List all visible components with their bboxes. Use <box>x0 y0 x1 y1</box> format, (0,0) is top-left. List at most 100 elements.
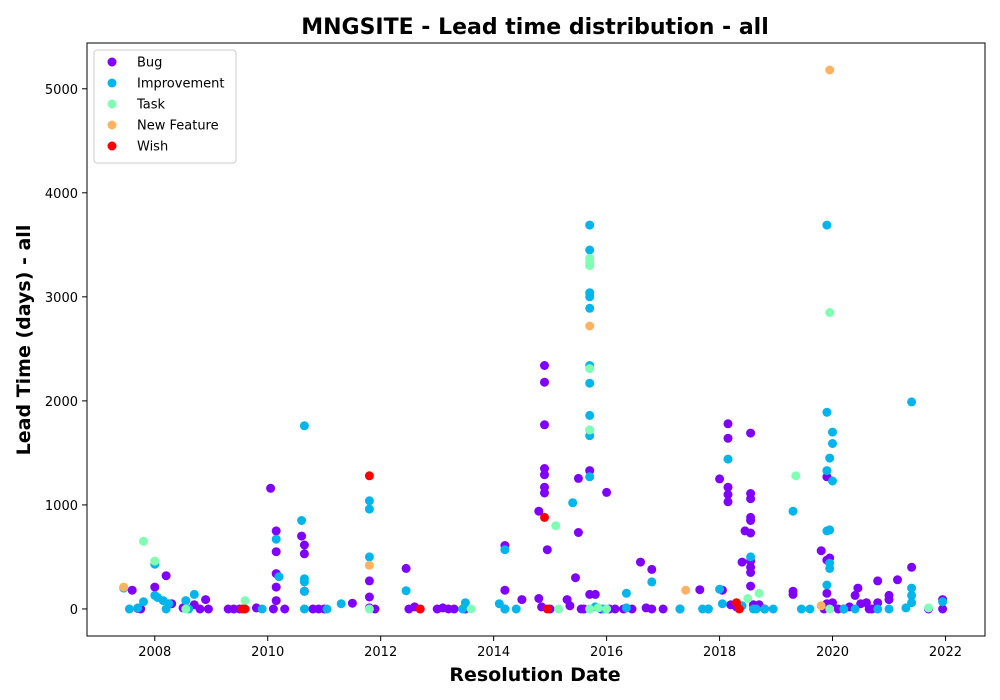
data-point-improvement <box>825 563 835 573</box>
data-point-improvement <box>585 220 595 230</box>
data-point-task <box>139 536 148 546</box>
data-point-bug <box>266 483 276 493</box>
data-point-bug <box>449 604 459 614</box>
data-point-bug <box>647 564 657 574</box>
data-point-task <box>585 604 595 614</box>
legend-label-task: Task <box>136 98 166 113</box>
data-point-bug <box>364 576 374 586</box>
data-point-wish <box>364 471 374 481</box>
data-point-task <box>554 604 564 614</box>
data-point-bug <box>540 361 549 370</box>
data-point-bug <box>788 589 798 599</box>
data-point-bug <box>542 545 552 555</box>
x-tick-label: 2022 <box>929 645 962 660</box>
data-point-improvement <box>746 552 756 562</box>
y-axis-ticks: 0 1000 2000 3000 4000 5000 <box>45 83 87 618</box>
data-point-bug <box>746 494 756 504</box>
data-point-task <box>585 261 595 271</box>
data-point-task <box>924 603 933 613</box>
data-point-improvement <box>715 584 725 594</box>
data-point-task <box>585 364 595 374</box>
data-point-task <box>593 603 603 613</box>
legend-label-wish: Wish <box>137 140 168 155</box>
data-point-improvement <box>723 454 733 464</box>
data-point-bug <box>746 581 756 591</box>
data-point-bug <box>271 547 281 557</box>
data-point-bug <box>907 562 917 572</box>
y-tick-label: 3000 <box>45 291 78 306</box>
data-point-improvement <box>621 588 631 598</box>
y-tick-label: 1000 <box>45 499 78 514</box>
legend-label-new-feature: New Feature <box>137 119 219 134</box>
data-point-bug <box>610 604 620 614</box>
x-tick-label: 2008 <box>138 645 171 660</box>
data-point-improvement <box>585 303 595 313</box>
data-point-bug <box>585 466 595 476</box>
data-point-new-feature <box>681 585 691 595</box>
data-point-improvement <box>788 506 798 516</box>
data-point-improvement <box>322 604 332 614</box>
data-point-bug <box>280 604 290 614</box>
data-point-improvement <box>401 586 411 596</box>
data-point-new-feature <box>364 560 374 570</box>
data-point-wish <box>540 512 549 522</box>
data-point-bug <box>636 557 645 567</box>
data-point-improvement <box>585 472 595 482</box>
data-point-improvement <box>271 534 281 544</box>
data-point-bug <box>271 596 281 606</box>
data-point-new-feature <box>119 582 129 592</box>
data-point-bug <box>590 589 600 599</box>
y-tick-label: 5000 <box>45 83 78 98</box>
data-point-wish <box>542 604 552 614</box>
data-point-bug <box>347 598 357 608</box>
data-point-improvement <box>822 407 832 417</box>
data-point-improvement <box>805 604 815 614</box>
data-point-bug <box>573 528 583 537</box>
data-point-bug <box>271 526 281 536</box>
data-point-bug <box>816 546 826 556</box>
data-point-improvement <box>938 597 948 607</box>
data-point-improvement <box>500 604 510 614</box>
data-point-improvement <box>822 580 832 590</box>
data-point-task <box>466 604 476 614</box>
points-layer <box>119 65 948 614</box>
data-point-improvement <box>585 245 595 255</box>
data-point-improvement <box>717 599 727 609</box>
data-point-improvement <box>364 552 374 562</box>
data-point-improvement <box>189 589 199 599</box>
data-point-bug <box>893 575 902 585</box>
data-point-bug <box>299 549 309 559</box>
data-point-bug <box>299 540 309 550</box>
data-point-bug <box>271 582 281 592</box>
data-point-bug <box>737 557 747 567</box>
data-point-bug <box>850 590 860 600</box>
data-point-task <box>602 604 612 614</box>
legend-marker-wish <box>107 141 117 151</box>
data-point-improvement <box>647 577 657 587</box>
x-axis-label: Resolution Date <box>449 664 620 686</box>
data-point-bug <box>540 488 549 498</box>
legend: Bug Improvement Task New Feature Wish <box>93 49 237 164</box>
data-point-bug <box>873 598 883 608</box>
data-point-improvement <box>568 498 578 508</box>
data-point-improvement <box>297 516 307 525</box>
data-point-improvement <box>751 604 761 614</box>
x-tick-label: 2010 <box>251 645 284 660</box>
data-point-improvement <box>621 603 631 613</box>
data-point-improvement <box>133 603 143 613</box>
data-point-improvement <box>585 410 595 420</box>
data-point-bug <box>268 604 278 614</box>
data-point-improvement <box>124 604 134 614</box>
data-point-improvement <box>460 598 470 608</box>
legend-marker-bug <box>107 57 117 67</box>
data-point-new-feature <box>585 321 595 331</box>
data-point-improvement <box>825 453 835 463</box>
data-point-improvement <box>364 496 374 506</box>
data-point-bug <box>723 497 733 507</box>
data-point-bug <box>540 377 549 387</box>
data-point-bug <box>658 604 668 614</box>
data-point-task <box>150 556 160 566</box>
data-point-improvement <box>494 599 504 609</box>
data-point-bug <box>201 595 211 605</box>
data-point-bug <box>297 531 307 541</box>
